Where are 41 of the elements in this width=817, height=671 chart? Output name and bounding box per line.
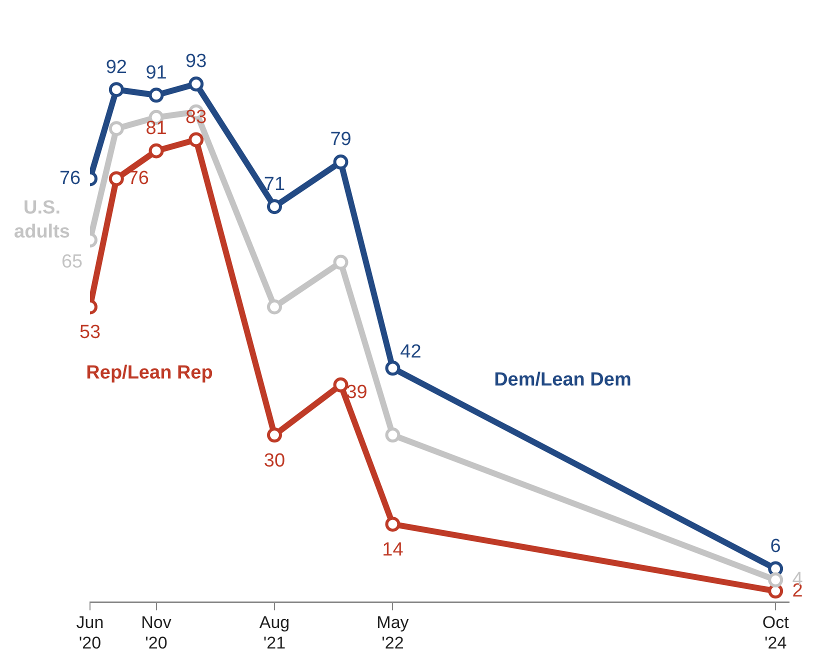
data-label: 42 — [400, 341, 422, 362]
x-tick-label: Nov '20 — [141, 613, 172, 652]
data-label: 14 — [382, 539, 404, 560]
point — [333, 377, 348, 392]
x-tick-label: Jun '20 — [76, 613, 104, 652]
point — [385, 428, 400, 443]
point — [266, 199, 282, 214]
x-tick-label: Oct '24 — [762, 613, 790, 652]
point — [385, 516, 400, 532]
text: Rep/Lean Rep — [86, 362, 213, 384]
data-label: 76 — [59, 168, 81, 189]
data-label: 92 — [106, 56, 127, 78]
point — [108, 121, 124, 136]
data-label: 91 — [146, 62, 167, 84]
data-label: 53 — [79, 322, 101, 344]
point — [108, 82, 124, 98]
data-label: 30 — [264, 450, 286, 472]
point — [266, 299, 282, 314]
point — [108, 171, 124, 186]
point — [385, 360, 400, 376]
x-tick-label: May '22 — [376, 613, 410, 652]
point — [333, 154, 348, 170]
point — [266, 428, 282, 443]
point — [333, 254, 348, 270]
data-label: 71 — [264, 174, 286, 195]
data-label: 83 — [186, 106, 207, 128]
point — [148, 143, 164, 158]
data-label: 6 — [770, 536, 781, 557]
series-label: U.S. adults — [14, 197, 70, 242]
data-label: 93 — [186, 51, 207, 72]
data-label: 65 — [61, 251, 83, 272]
point — [188, 132, 204, 148]
data-label: 79 — [330, 129, 352, 150]
point — [188, 76, 204, 92]
series-label: Dem/Lean Dem — [494, 369, 632, 390]
x-tick-label: Aug '21 — [259, 613, 290, 652]
data-label: 81 — [146, 118, 167, 140]
point — [768, 572, 784, 588]
data-label: 39 — [346, 382, 368, 404]
data-label: 76 — [128, 168, 149, 189]
point — [148, 88, 164, 103]
